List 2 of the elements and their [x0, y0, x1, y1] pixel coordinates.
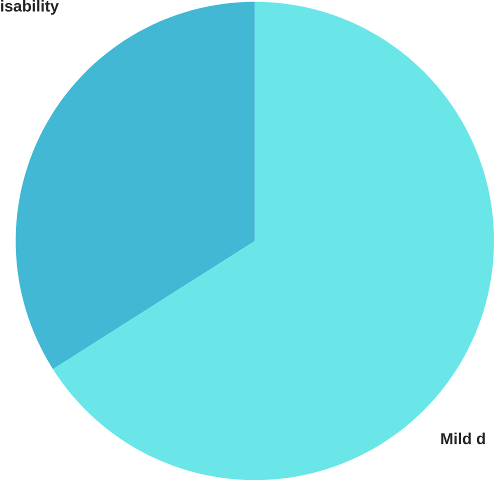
- slice-label: isability: [1, 0, 59, 15]
- slice-label: Mild d: [441, 432, 485, 444]
